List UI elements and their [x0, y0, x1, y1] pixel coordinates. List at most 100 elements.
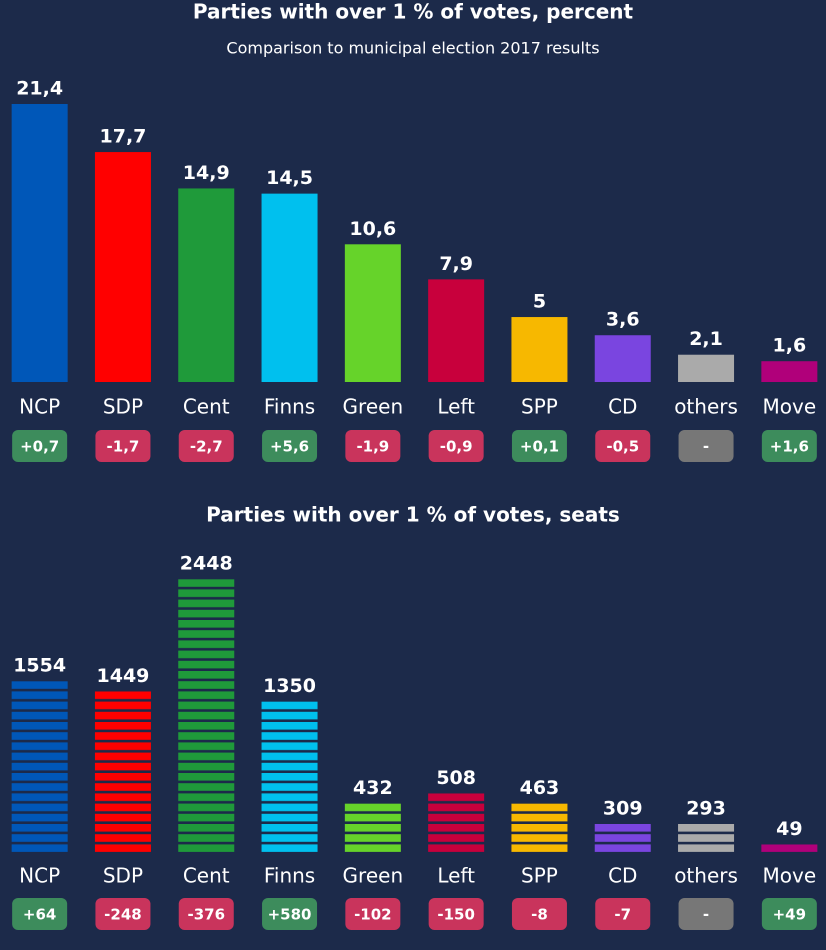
change-label: -0,5 [606, 438, 639, 456]
change-label: -8 [531, 906, 548, 924]
category-label: SDP [103, 395, 143, 419]
category-label: Move [763, 395, 817, 419]
value-label: 1350 [263, 675, 316, 697]
value-label: 2448 [180, 553, 233, 575]
value-label: 463 [520, 777, 560, 799]
value-label: 49 [776, 818, 802, 840]
value-label: 293 [686, 798, 726, 820]
bar [511, 803, 568, 852]
change-label: -150 [437, 906, 475, 924]
chart-subtitle: Comparison to municipal election 2017 re… [226, 39, 599, 58]
category-label: Cent [183, 864, 230, 888]
change-label: +580 [268, 906, 312, 924]
category-label: Left [437, 864, 475, 888]
bar [344, 803, 401, 852]
category-label: SPP [521, 395, 558, 419]
value-label: 2,1 [689, 328, 723, 350]
change-badge [178, 430, 234, 462]
value-label: 508 [436, 767, 476, 789]
change-label: +1,6 [770, 438, 809, 456]
category-label: SDP [103, 864, 143, 888]
change-badge [428, 898, 484, 930]
bar [344, 244, 401, 382]
change-badge [345, 898, 401, 930]
bar [594, 824, 651, 852]
change-label: +64 [23, 906, 56, 924]
change-badge [262, 430, 318, 462]
change-badge [428, 430, 484, 462]
change-badge [761, 430, 817, 462]
change-label: +5,6 [270, 438, 309, 456]
change-label: -102 [354, 906, 392, 924]
change-badge [95, 898, 151, 930]
change-label: +49 [773, 906, 806, 924]
category-label: Finns [264, 395, 315, 419]
change-badge [178, 898, 234, 930]
change-badge [595, 898, 651, 930]
category-label: CD [608, 395, 637, 419]
category-label: Cent [183, 395, 230, 419]
bar [94, 152, 151, 382]
bar [11, 681, 68, 852]
change-label: +0,1 [520, 438, 559, 456]
value-label: 309 [603, 798, 643, 820]
value-label: 10,6 [349, 218, 396, 240]
value-label: 1554 [13, 655, 66, 677]
bar [261, 193, 318, 382]
category-label: CD [608, 864, 637, 888]
change-label: -0,9 [440, 438, 473, 456]
category-label: NCP [19, 864, 60, 888]
change-label: -248 [104, 906, 142, 924]
bar [178, 579, 235, 852]
bar [261, 701, 318, 852]
value-label: 1,6 [773, 335, 807, 357]
change-badge [761, 898, 817, 930]
bar [94, 691, 151, 852]
category-label: Move [763, 864, 817, 888]
bar [761, 361, 818, 382]
category-label: Left [437, 395, 475, 419]
change-label: -1,7 [107, 438, 140, 456]
value-label: 432 [353, 777, 393, 799]
change-badge [678, 430, 734, 462]
change-badge [262, 898, 318, 930]
change-label: +0,7 [20, 438, 59, 456]
change-label: - [703, 438, 709, 456]
bar [178, 188, 235, 382]
bar [678, 354, 735, 382]
bar [678, 824, 735, 852]
change-badge [678, 898, 734, 930]
value-label: 21,4 [16, 78, 63, 100]
value-label: 14,9 [183, 162, 230, 184]
change-label: - [703, 906, 709, 924]
bar [428, 793, 485, 852]
category-label: Green [343, 395, 404, 419]
value-label: 1449 [97, 665, 150, 687]
change-badge [12, 430, 68, 462]
bar [428, 279, 485, 382]
bar [761, 844, 818, 852]
change-badge [511, 898, 567, 930]
value-label: 14,5 [266, 167, 313, 189]
change-label: -1,9 [356, 438, 389, 456]
value-label: 5 [533, 291, 546, 313]
category-label: NCP [19, 395, 60, 419]
change-label: -376 [187, 906, 225, 924]
value-label: 17,7 [100, 126, 147, 148]
category-label: Finns [264, 864, 315, 888]
bar [594, 335, 651, 382]
change-badge [511, 430, 567, 462]
change-badge [345, 430, 401, 462]
category-label: Green [343, 864, 404, 888]
category-label: SPP [521, 864, 558, 888]
change-badge [95, 430, 151, 462]
chart-title: Parties with over 1 % of votes, seats [206, 503, 620, 527]
value-label: 3,6 [606, 309, 640, 331]
value-label: 7,9 [439, 253, 473, 275]
category-label: others [674, 395, 738, 419]
chart-title: Parties with over 1 % of votes, percent [193, 0, 634, 24]
change-label: -7 [614, 906, 631, 924]
category-label: others [674, 864, 738, 888]
change-badge [595, 430, 651, 462]
